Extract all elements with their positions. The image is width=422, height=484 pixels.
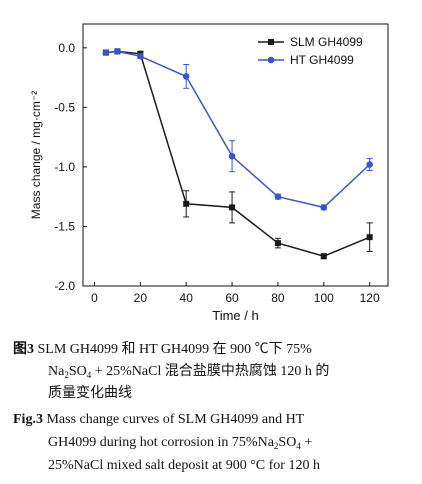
x-tick-label: 0: [91, 291, 98, 305]
legend-label: HT GH4099: [290, 53, 354, 67]
legend-marker: [268, 39, 274, 45]
caption-cn-line-2: Na2SO4 + 25%NaCl 混合盐膜中热腐蚀 120 h 的: [48, 363, 329, 381]
x-tick-label: 120: [360, 291, 380, 305]
series-layer: [102, 48, 373, 260]
x-tick-label: 40: [180, 291, 194, 305]
caption-cn-line-1: 图3 SLM GH4099 和 HT GH4099 在 900 ℃下 75%: [13, 341, 312, 359]
caption-cn-line-3: 质量变化曲线: [48, 386, 132, 401]
y-tick-label: -1.5: [54, 219, 75, 233]
y-tick-label: -1.0: [54, 160, 75, 174]
caption-en-text-2c: +: [300, 435, 313, 450]
data-point: [137, 52, 144, 60]
caption-cn-text-2a: Na: [48, 364, 65, 379]
caption-en-line-2: GH4099 during hot corrosion in 75%Na2SO4…: [48, 434, 312, 452]
plot-frame: [82, 23, 389, 287]
x-axis-label: Time / h: [212, 308, 258, 323]
x-tick-label: 20: [134, 291, 148, 305]
data-point: [366, 161, 373, 168]
caption-cn-text-2b: SO: [68, 364, 87, 379]
mass-change-chart: 0 20 40 60 80 100 120 0.0 -0.5 -1.0 -1.5 -2.0 SLM G…: [29, 23, 389, 323]
caption-cn-label: 图3: [13, 342, 34, 357]
data-point: [274, 193, 282, 200]
data-point: [228, 152, 236, 160]
data-point: [229, 204, 236, 211]
x-tick-label: 80: [271, 291, 285, 305]
caption-cn-text-2c: + 25%NaCl 混合盐膜中热腐蚀 120 h 的: [91, 364, 330, 379]
data-point: [114, 48, 121, 55]
series-0: [102, 48, 373, 260]
data-point: [366, 234, 373, 241]
caption-en-text-1: Mass change curves of SLM GH4099 and HT: [42, 412, 305, 427]
y-tick-label: -0.5: [54, 100, 75, 114]
chart-axes: [82, 23, 389, 287]
x-tick-label: 60: [225, 291, 239, 305]
caption-en-label: Fig.3: [13, 412, 43, 427]
legend-label: SLM GH4099: [290, 35, 363, 49]
series-1: [102, 48, 373, 211]
y-axis-label: Mass change / mg·cm⁻²: [29, 91, 43, 219]
x-tick-label: 100: [314, 291, 334, 305]
data-point: [182, 73, 190, 80]
y-tick-label: -2.0: [54, 279, 75, 293]
caption-en-sub-1: 2: [273, 441, 279, 451]
caption-en-sub-2: 4: [296, 441, 301, 451]
caption-en-line-1: Fig.3 Mass change curves of SLM GH4099 a…: [13, 411, 304, 429]
caption-cn-text-1: SLM GH4099 和 HT GH4099 在 900 ℃下 75%: [34, 342, 312, 357]
data-point: [320, 253, 327, 260]
legend-marker: [267, 56, 275, 64]
legend: SLM GH4099 HT GH4099: [258, 35, 363, 67]
data-point: [183, 200, 190, 207]
caption-en-line-3: 25%NaCl mixed salt deposit at 900 °C for…: [48, 458, 320, 473]
axis-ticks: 0 20 40 60 80 100 120 0.0 -0.5 -1.0 -1.5 -2.0: [54, 41, 380, 305]
caption-cn-sub-2: 4: [86, 370, 92, 380]
series-line: [105, 50, 371, 209]
caption-en-text-2b: SO: [278, 435, 297, 450]
caption-en-text-2a: GH4099 during hot corrosion in 75%Na: [48, 435, 274, 450]
series-line: [105, 50, 370, 257]
data-point: [274, 240, 281, 247]
caption-cn-sub-1: 2: [64, 370, 69, 380]
data-point: [320, 204, 328, 211]
y-tick-label: 0.0: [58, 41, 75, 55]
data-point: [102, 49, 110, 56]
